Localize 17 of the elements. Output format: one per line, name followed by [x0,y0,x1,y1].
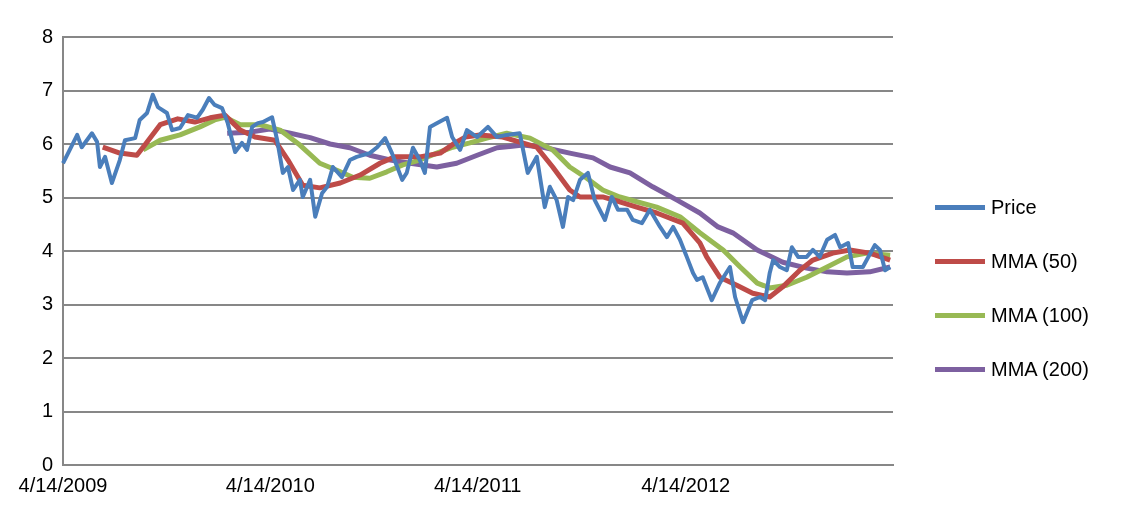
y-tick-label: 7 [41,78,53,101]
y-tick-label: 5 [41,185,53,208]
x-tick-label: 4/14/2012 [641,473,731,496]
x-tick-label: 4/14/2011 [433,473,522,496]
legend-label: MMA (50) [991,249,1078,273]
x-tick-label: 4/14/2010 [225,473,315,496]
legend-label: MMA (200) [991,357,1089,381]
y-tick-label: 2 [41,345,53,368]
y-tick-label: 6 [41,131,53,154]
y-tick-label: 4 [41,238,53,261]
x-tick-label: 4/14/2009 [18,473,108,496]
y-tick-label: 3 [41,292,53,315]
y-tick-label: 8 [41,24,53,47]
legend-label: MMA (100) [991,303,1089,327]
legend-label: Price [991,195,1037,219]
y-tick-label: 1 [41,399,53,422]
y-tick-label: 0 [41,452,53,475]
